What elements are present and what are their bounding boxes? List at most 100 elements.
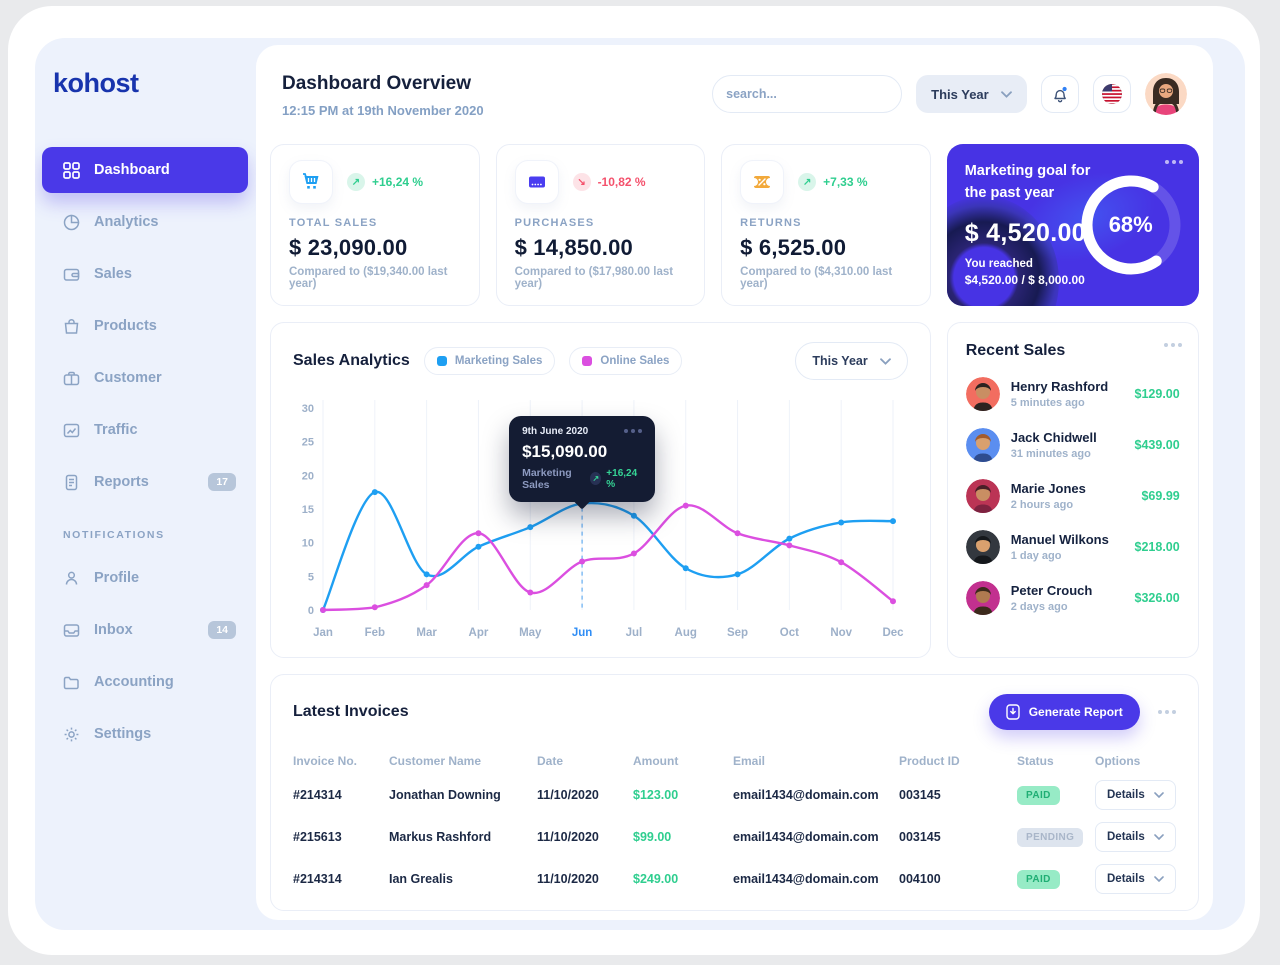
sidebar-item-label: Analytics	[94, 214, 159, 230]
avatar	[965, 530, 1000, 564]
person-icon	[65, 571, 78, 585]
invoice-email: email1434@domain.com	[733, 830, 879, 844]
sidebar-item-label: Traffic	[94, 422, 138, 438]
details-button[interactable]: Details	[1095, 780, 1176, 810]
user-avatar[interactable]	[1144, 73, 1187, 115]
sale-row[interactable]: Marie Jones 2 hours ago $69.99	[965, 479, 1180, 513]
invoices-menu-button[interactable]	[1157, 710, 1176, 714]
invoice-email: email1434@domain.com	[733, 872, 879, 886]
table-row[interactable]: #214314 Jonathan Downing 11/10/2020 $123…	[293, 774, 1176, 816]
marketing-goal-card: Marketing goal for the past year $ 4,520…	[946, 144, 1199, 306]
stat-compare: Compared to ($4,310.00 last year)	[740, 266, 893, 290]
sidebar-item-products[interactable]: Products	[42, 303, 248, 349]
sidebar-item-label: Dashboard	[94, 162, 170, 178]
traffic-chart-icon	[63, 423, 80, 437]
customer-name: Manuel Wilkons	[1010, 532, 1109, 547]
customer-name: Peter Crouch	[1010, 583, 1093, 598]
year-filter-dropdown[interactable]: This Year	[916, 75, 1027, 113]
search-input[interactable]	[726, 87, 901, 101]
sale-row[interactable]: Peter Crouch 2 days ago $326.00	[965, 581, 1180, 615]
sale-row[interactable]: Manuel Wilkons 1 day ago $218.00	[965, 530, 1180, 564]
stat-label: TOTAL SALES	[289, 217, 378, 229]
sidebar-item-sales[interactable]: Sales	[42, 251, 248, 297]
sale-time: 2 days ago	[1010, 601, 1068, 613]
briefcase-icon	[63, 371, 80, 385]
credit-card-icon	[514, 160, 559, 204]
chevron-down-icon	[879, 357, 891, 365]
language-button[interactable]	[1092, 75, 1131, 113]
invoices-title: Latest Invoices	[293, 703, 409, 720]
chart-year-dropdown[interactable]: This Year	[795, 342, 908, 380]
generate-report-button[interactable]: Generate Report	[988, 694, 1140, 730]
legend-online-sales[interactable]: Online Sales	[569, 347, 683, 375]
sale-row[interactable]: Jack Chidwell 31 minutes ago $439.00	[965, 428, 1180, 462]
tooltip-date: 9th June 2020	[522, 425, 589, 437]
table-row[interactable]: #214314 Ian Grealis 11/10/2020 $249.00 e…	[293, 858, 1176, 900]
svg-text:Aug: Aug	[675, 627, 697, 639]
sidebar-item-customer[interactable]: Customer	[42, 355, 248, 401]
sale-amount: $129.00	[1134, 387, 1180, 401]
details-button[interactable]: Details	[1095, 864, 1176, 894]
sidebar-item-inbox[interactable]: Inbox 14	[42, 607, 248, 653]
goal-menu-button[interactable]	[1164, 160, 1183, 164]
customer-name: Jack Chidwell	[1010, 430, 1097, 445]
change-badge: ↘ -10,82 %	[572, 173, 646, 191]
tooltip-change: ↗ +16,24 %	[590, 468, 642, 490]
main-content: Dashboard Overview 12:15 PM at 19th Nove…	[256, 45, 1213, 920]
table-row[interactable]: #215613 Markus Rashford 11/10/2020 $99.0…	[293, 816, 1176, 858]
sidebar-item-traffic[interactable]: Traffic	[42, 407, 248, 453]
customer-name: Jonathan Downing	[389, 788, 501, 802]
sale-row[interactable]: Henry Rashford 5 minutes ago $129.00	[965, 377, 1180, 411]
change-value: -10,82 %	[597, 175, 646, 189]
svg-text:25: 25	[302, 437, 314, 449]
goal-percent: 68%	[1108, 212, 1153, 237]
sale-amount: $218.00	[1134, 540, 1180, 554]
sidebar-item-reports[interactable]: Reports 17	[42, 459, 248, 505]
svg-text:May: May	[519, 627, 542, 639]
tooltip-menu-icon[interactable]	[624, 429, 643, 434]
notifications-button[interactable]	[1040, 75, 1079, 113]
goal-progress-ring: 68%	[1069, 163, 1193, 287]
shopping-bag-icon	[64, 318, 79, 334]
page-title: Dashboard Overview	[282, 73, 472, 94]
svg-text:Nov: Nov	[830, 627, 852, 639]
trend-up-icon: ↗	[798, 173, 817, 191]
avatar	[965, 581, 1000, 615]
tooltip-amount: $15,090.00	[522, 441, 608, 461]
invoice-amount: $123.00	[633, 788, 679, 802]
sidebar-section-label: NOTIFICATIONS	[63, 529, 165, 541]
sidebar-item-label: Inbox	[94, 622, 133, 638]
svg-text:Feb: Feb	[365, 627, 385, 639]
stat-card-returns: ↗ +7,33 % RETURNS $ 6,525.00 Compared to…	[721, 144, 931, 306]
sidebar-item-settings[interactable]: Settings	[42, 711, 248, 757]
recent-sales-menu-button[interactable]	[1163, 343, 1182, 347]
invoice-email: email1434@domain.com	[733, 788, 879, 802]
sales-chart: 0 5 10 15 20 25 30 Jan Feb Mar Apr May Jun Jul Aug Sep O…	[293, 392, 908, 649]
legend-marketing-sales[interactable]: Marketing Sales	[423, 347, 556, 375]
trend-up-icon: ↗	[347, 173, 365, 191]
pie-chart-icon	[63, 214, 80, 230]
change-value: +7,33 %	[823, 175, 868, 189]
avatar	[965, 428, 1000, 462]
us-flag-icon	[1101, 83, 1122, 105]
sidebar-item-dashboard[interactable]: Dashboard	[42, 147, 248, 193]
change-badge: ↗ +7,33 %	[798, 173, 868, 191]
inbox-count-badge: 14	[208, 621, 236, 639]
product-id: 003145	[899, 788, 941, 802]
invoice-amount: $99.00	[633, 830, 672, 844]
avatar	[965, 479, 1000, 513]
chevron-down-icon	[1153, 834, 1164, 840]
chevron-down-icon	[1153, 792, 1164, 798]
sidebar-item-profile[interactable]: Profile	[42, 555, 248, 601]
search-box[interactable]	[712, 75, 903, 113]
customer-name: Henry Rashford	[1010, 379, 1109, 394]
folder-icon	[63, 676, 79, 689]
sidebar-item-accounting[interactable]: Accounting	[42, 659, 248, 705]
inbox-icon	[63, 623, 80, 637]
sidebar-item-analytics[interactable]: Analytics	[42, 199, 248, 245]
stat-value: $ 14,850.00	[514, 235, 633, 260]
details-button[interactable]: Details	[1095, 822, 1176, 852]
sales-analytics-panel: Sales Analytics Marketing Sales Online S…	[270, 322, 931, 658]
invoice-date: 11/10/2020	[537, 830, 599, 844]
